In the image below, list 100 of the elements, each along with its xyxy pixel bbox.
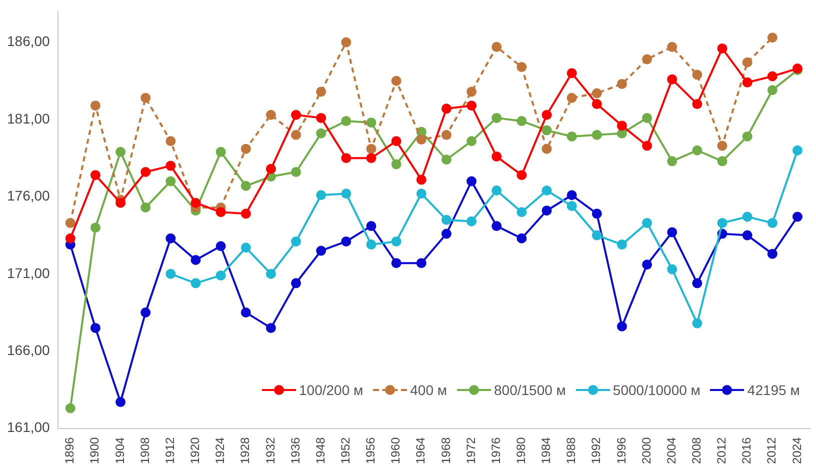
point (692, 145, 702, 156)
x-tick-label: 1904 (112, 436, 127, 464)
point (391, 76, 402, 86)
point (792, 212, 802, 222)
point (767, 218, 778, 228)
point (717, 156, 728, 166)
point (291, 130, 302, 140)
point (116, 397, 126, 408)
point (90, 100, 100, 111)
point (492, 221, 502, 232)
point (667, 227, 678, 238)
x-tick-label: 1908 (138, 436, 152, 464)
point (240, 208, 251, 219)
point (542, 110, 552, 120)
point (466, 86, 477, 97)
x-tick-label: 2004 (664, 436, 678, 464)
x-tick-label: 1900 (88, 436, 102, 464)
point (516, 170, 527, 180)
x-tick-label: 1968 (438, 436, 453, 464)
y-tick-label: 161,00 (6, 419, 50, 436)
point (291, 278, 302, 288)
point (441, 228, 452, 239)
point (492, 112, 502, 123)
point (391, 236, 402, 246)
x-tick-label: 1956 (364, 436, 378, 464)
point (65, 403, 76, 414)
point (291, 236, 302, 246)
x-tick-label: 2008 (689, 436, 704, 464)
point (542, 186, 552, 196)
x-tick-label: 2000 (639, 436, 654, 464)
point (566, 200, 577, 211)
x-tick-label: 2012 (764, 436, 779, 464)
point (316, 86, 326, 97)
point (767, 71, 778, 82)
point (466, 100, 477, 111)
point (792, 145, 802, 156)
point (291, 110, 302, 120)
point (266, 110, 276, 120)
point (616, 321, 627, 332)
point (90, 222, 100, 233)
point (366, 153, 376, 164)
x-tick-label: 1920 (188, 436, 202, 464)
point (341, 116, 352, 126)
point (190, 255, 201, 265)
x-tick-label: 2012 (714, 436, 729, 464)
point (642, 140, 652, 151)
point (216, 270, 226, 280)
point (667, 156, 678, 166)
point (542, 144, 552, 154)
point (341, 236, 352, 246)
legend-label: 800/1500 м (494, 382, 566, 398)
point (667, 264, 678, 274)
point (416, 134, 426, 145)
x-tick-label: 1948 (313, 436, 328, 464)
point (642, 112, 652, 123)
point (140, 202, 151, 212)
point (692, 318, 702, 328)
point (316, 190, 326, 200)
point (717, 43, 728, 54)
x-tick-label: 1984 (539, 436, 554, 464)
x-tick-label: 1896 (62, 436, 77, 464)
point (90, 170, 100, 180)
point (240, 180, 251, 191)
point (391, 159, 402, 170)
point (616, 120, 627, 131)
x-tick-label: 1996 (614, 436, 628, 464)
point (366, 240, 376, 250)
point (516, 207, 527, 218)
point (692, 278, 702, 288)
point (366, 144, 376, 154)
point (341, 188, 352, 199)
point (366, 118, 376, 128)
point (642, 218, 652, 228)
point (416, 188, 426, 199)
point (742, 212, 752, 222)
x-tick-label: 1964 (414, 436, 428, 464)
point (166, 233, 176, 244)
y-tick-label: 166,00 (6, 342, 50, 358)
y-tick-label: 176,00 (6, 188, 50, 204)
y-tick-label: 186,00 (6, 33, 50, 50)
point (516, 233, 527, 244)
x-tick-label: 1972 (464, 436, 478, 464)
point (341, 153, 352, 164)
point (441, 214, 452, 225)
point (592, 230, 602, 240)
point (717, 218, 728, 228)
point (492, 186, 502, 196)
legend-label: 5000/10000 м (612, 382, 700, 398)
point (767, 85, 778, 96)
y-tick-label: 181,00 (6, 110, 50, 126)
point (416, 174, 426, 185)
x-tick-label: 1992 (589, 436, 604, 464)
point (566, 190, 577, 200)
point (316, 112, 326, 123)
point (216, 146, 226, 157)
point (542, 125, 552, 136)
point (642, 54, 652, 64)
point (441, 104, 452, 114)
point (140, 308, 151, 318)
point (240, 144, 251, 154)
